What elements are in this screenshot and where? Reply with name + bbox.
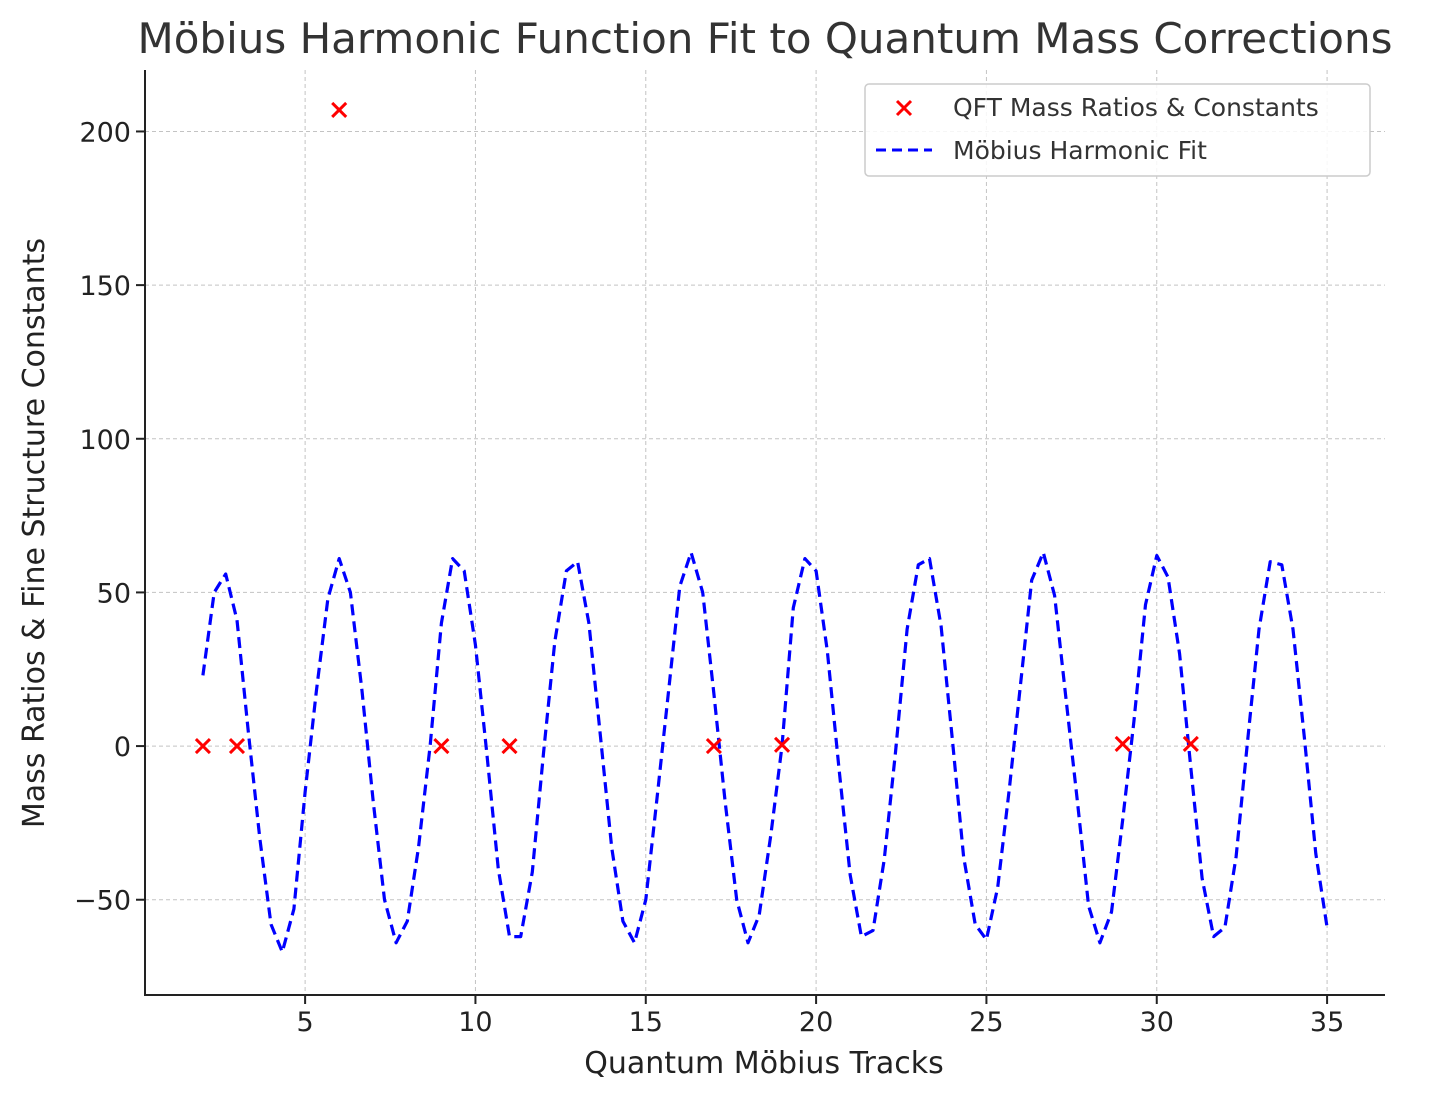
y-tick-label: 0 — [114, 732, 131, 763]
axes — [144, 70, 1385, 996]
x-tick-label: 10 — [458, 1007, 492, 1038]
y-tick-label: −50 — [74, 886, 131, 917]
series-layer — [194, 101, 1329, 954]
data-point-marker — [1182, 735, 1199, 752]
data-point-marker — [331, 101, 348, 119]
x-tick-label: 25 — [969, 1007, 1003, 1038]
x-tick-label: 5 — [297, 1007, 314, 1038]
legend-label-scatter: QFT Mass Ratios & Constants — [953, 93, 1319, 122]
legend-marker-scatter — [895, 99, 913, 117]
fit-line — [201, 550, 1329, 954]
data-point-marker — [773, 736, 791, 753]
data-point-marker — [228, 738, 246, 755]
legend-box — [864, 83, 1371, 177]
y-tick-label: 100 — [79, 425, 131, 456]
y-tick-label: 200 — [79, 117, 131, 148]
chart-title: Möbius Harmonic Function Fit to Quantum … — [137, 14, 1392, 63]
x-tick-label: 30 — [1140, 1007, 1174, 1038]
x-tick-label: 20 — [799, 1007, 833, 1038]
y-tick-label: 150 — [79, 271, 131, 302]
data-point-marker — [705, 738, 722, 755]
data-point-marker — [501, 738, 518, 755]
data-point-marker — [433, 738, 450, 755]
y-tick-label: 50 — [97, 578, 131, 609]
y-axis-title: Mass Ratios & Fine Structure Constants — [17, 238, 52, 828]
legend-label-line: Möbius Harmonic Fit — [953, 136, 1207, 165]
x-tick-label: 15 — [629, 1007, 663, 1038]
data-point-marker — [1114, 735, 1131, 752]
x-tick-label: 35 — [1310, 1007, 1344, 1038]
legend: QFT Mass Ratios & Constants Möbius Harmo… — [864, 83, 1371, 177]
legend-x-symbol — [895, 99, 913, 117]
x-axis-title: Quantum Möbius Tracks — [584, 1046, 944, 1081]
data-point-marker — [194, 738, 211, 755]
ticks: 5 10 15 20 25 30 35 −50 0 50 100 150 200 — [74, 117, 1344, 1038]
